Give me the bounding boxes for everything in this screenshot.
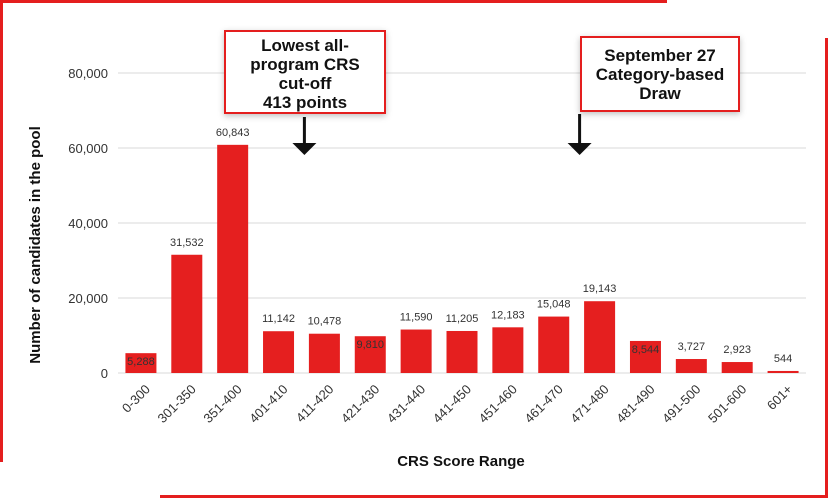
x-axis-title: CRS Score Range xyxy=(397,453,525,470)
data-label: 2,923 xyxy=(723,344,751,356)
y-tick-label: 0 xyxy=(101,366,108,381)
x-tick-label: 421-430 xyxy=(338,382,382,426)
x-tick-label: 601+ xyxy=(764,382,795,413)
bar xyxy=(217,144,249,373)
data-label: 31,532 xyxy=(170,237,204,249)
bar xyxy=(308,333,340,373)
annotation-1-line-3: cut-off xyxy=(278,74,332,93)
frame-top-line xyxy=(0,0,667,3)
data-label: 9,810 xyxy=(357,339,385,351)
data-label: 60,843 xyxy=(216,127,250,139)
bar xyxy=(721,362,753,373)
data-label: 5,288 xyxy=(127,356,155,368)
bar xyxy=(629,340,661,373)
frame-right-line xyxy=(825,38,828,498)
x-tick-label: 461-470 xyxy=(522,382,566,426)
data-label: 19,143 xyxy=(583,283,617,295)
annotation-2-line-2: Category-based xyxy=(595,65,725,84)
annotation-september-draw: September 27 Category-based Draw xyxy=(580,36,740,112)
frame-left-line xyxy=(0,0,3,462)
bar xyxy=(354,336,386,373)
bar xyxy=(584,301,616,373)
y-axis-title: Number of candidates in the pool xyxy=(27,126,44,364)
y-tick-label: 20,000 xyxy=(68,291,108,306)
data-label: 12,183 xyxy=(491,309,525,321)
x-tick-label: 471-480 xyxy=(567,382,611,426)
annotation-arrow-head xyxy=(292,143,317,155)
data-label: 544 xyxy=(774,353,792,365)
bar xyxy=(171,254,203,373)
bar xyxy=(675,359,707,373)
bar xyxy=(400,329,432,373)
x-tick-label: 481-490 xyxy=(613,382,657,426)
bar xyxy=(767,370,799,373)
x-tick-label: 491-500 xyxy=(659,382,703,426)
annotation-lowest-cutoff: Lowest all- program CRS cut-off 413 poin… xyxy=(224,30,386,114)
x-tick-label: 401-410 xyxy=(246,382,290,426)
annotation-1-line-1: Lowest all- xyxy=(261,36,349,55)
annotation-2-line-3: Draw xyxy=(639,84,681,103)
x-tick-label: 301-350 xyxy=(155,382,199,426)
y-tick-label: 40,000 xyxy=(68,216,108,231)
bar xyxy=(263,331,295,373)
annotation-2-line-1: September 27 xyxy=(604,46,716,65)
data-label: 11,590 xyxy=(400,312,433,324)
bar xyxy=(446,330,478,373)
frame-bottom-line xyxy=(160,495,828,498)
x-tick-label: 501-600 xyxy=(705,382,749,426)
data-label: 11,205 xyxy=(446,313,479,325)
bar xyxy=(125,353,157,373)
x-tick-label: 431-440 xyxy=(384,382,428,426)
x-tick-label: 451-460 xyxy=(476,382,520,426)
annotation-arrow-head xyxy=(567,143,592,155)
x-tick-label: 441-450 xyxy=(430,382,474,426)
x-tick-label: 411-420 xyxy=(293,382,337,426)
x-tick-label: 0-300 xyxy=(119,382,153,416)
x-tick-label: 351-400 xyxy=(200,382,244,426)
bar xyxy=(492,327,524,373)
y-tick-label: 60,000 xyxy=(68,141,108,156)
data-label: 8,544 xyxy=(632,344,660,356)
data-label: 10,478 xyxy=(308,316,342,328)
data-label: 3,727 xyxy=(678,341,706,353)
data-label: 11,142 xyxy=(262,313,295,325)
annotation-1-line-4: 413 points xyxy=(262,93,348,112)
y-tick-label: 80,000 xyxy=(68,66,108,81)
data-label: 15,048 xyxy=(537,299,571,311)
annotation-1-line-2: program CRS xyxy=(250,55,360,74)
bar xyxy=(538,316,570,373)
